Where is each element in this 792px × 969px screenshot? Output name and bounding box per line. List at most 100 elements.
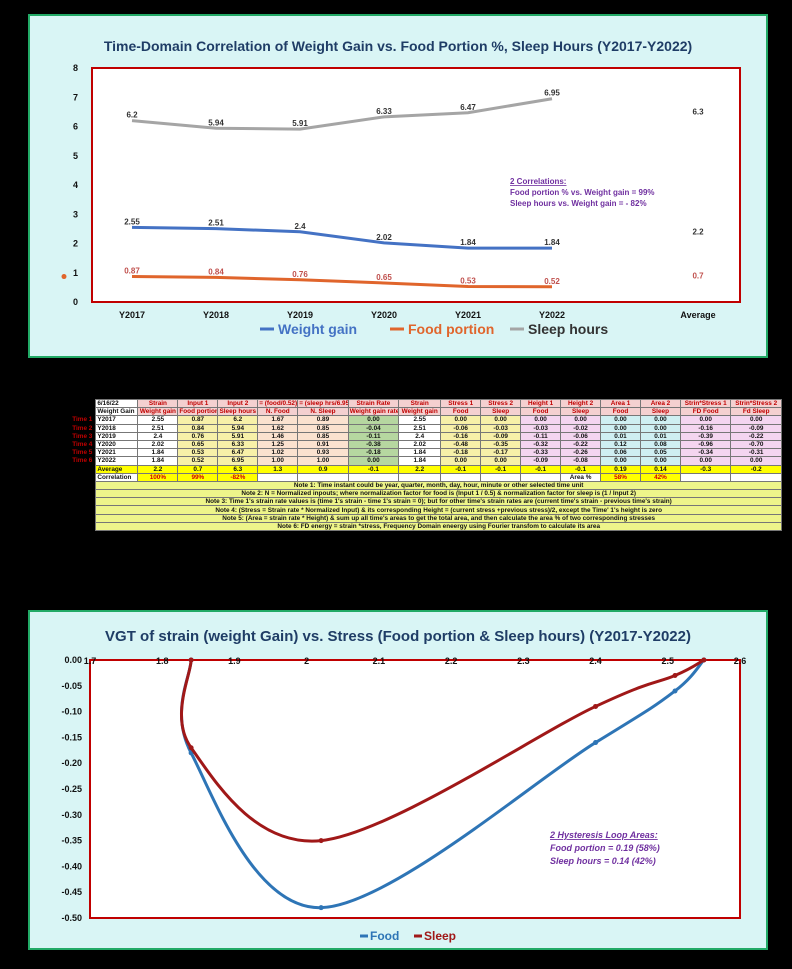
table-cell: 1.25 [257,439,299,450]
table-cell: 2.02 [137,439,179,450]
chart1-title: Time-Domain Correlation of Weight Gain v… [103,38,693,54]
data-table-wrap: 6/16/22 Strain Input 1 Input 2 = (food/0.52)… [58,398,782,532]
time-label: Time 1 [58,415,96,425]
table-cell: Food portion [177,407,219,417]
table-cell: Correlation [95,472,139,482]
table-cell: 0.00 [639,456,681,466]
table-cell [297,472,349,482]
table-cell: 0.00 [347,415,400,425]
table-cell: -0.03 [480,423,522,433]
table-cell: 2.55 [137,415,179,425]
table-cell: Strain Rate [347,398,400,409]
vgt-chart-panel: VGT of strain (weight Gain) vs. Stress (… [28,610,768,950]
y-tick-label: -0.35 [61,836,82,846]
food-marker-dot [61,274,67,280]
legend-label-0: Weight gain [278,321,357,337]
time-label: Time 3 [58,432,96,441]
time-label [58,481,96,490]
time-label [58,522,96,531]
table-cell: 0.7 [177,464,219,474]
table-cell [440,472,482,482]
x-tick-label: 2.6 [734,656,747,666]
legend-label-1: Sleep [424,929,456,943]
table-cell: 6.95 [217,456,259,466]
table-cell: 2.55 [398,415,442,425]
chart2-title: VGT of strain (weight Gain) vs. Stress (… [105,628,691,645]
table-cell: 0.00 [560,415,602,425]
table-cell: 1.00 [257,456,299,466]
data-label: 2.55 [124,217,140,226]
plot-area [91,67,741,303]
table-cell: 0.00 [600,456,641,466]
table-cell: 1.84 [137,456,179,466]
note-row: Note 1: Time instant could be year, quar… [58,480,782,491]
table-cell: Fd Sleep [730,407,782,417]
table-cell: Y2017 [95,415,139,425]
legend-label-0: Food [370,929,399,943]
table-cell: 0.01 [600,431,641,441]
table-cell: Sleep [639,407,681,417]
y-tick-label: -0.20 [61,758,82,768]
table-cell: 0.08 [639,439,681,450]
table-cell: 0.12 [600,439,641,450]
table-cell: 0.06 [600,448,641,458]
table-cell: 0.52 [177,456,219,466]
x-tick-label: Y2022 [539,310,565,320]
time-label: Time 5 [58,448,96,457]
table-row: Time 1 Y2017 2.55 0.87 6.2 1.67 0.89 0.00 2.55 0.… [58,415,782,425]
table-cell [257,472,299,482]
table-cell: FD Food [679,407,732,417]
table-cell: -0.09 [520,456,562,466]
table-cell: -0.06 [440,423,482,433]
x-tick-label: 1.7 [84,656,97,666]
chart1-svg: 0 1 2 3 4 5 6 7 8 Y2017 Y2018 Y2019 Y2020 Y2021 Y2022 A… [61,63,741,337]
table-cell: -0.11 [347,431,400,441]
header-row-1: 6/16/22 Strain Input 1 Input 2 = (food/0.52)… [58,398,782,409]
x-tick-label: Y2018 [203,310,229,320]
table-cell: 6.3 [217,464,259,474]
table-cell: 0.93 [297,448,349,458]
data-label: 0.84 [208,267,224,276]
table-cell: = (sleep hrs/6.95) [297,398,349,409]
y-tick-label: 7 [73,92,78,102]
table-cell: 0.05 [639,448,681,458]
table-cell: 2.02 [398,439,442,450]
data-table: 6/16/22 Strain Input 1 Input 2 = (food/0.52)… [58,398,782,532]
average-label: 6.3 [692,108,704,117]
table-cell: Strin*Stress 1 [679,398,732,409]
table-cell: 0.91 [297,439,349,450]
legend-label-2: Sleep hours [528,321,608,337]
time-label: Time 6 [58,456,96,465]
series-point [593,703,599,709]
table-cell: Food [440,407,482,417]
annotation-line2: Sleep hours = 0.14 (42%) [550,856,656,866]
table-cell: Sleep [560,407,602,417]
x-tick-label: 2.5 [662,656,675,666]
table-cell: 1.02 [257,448,299,458]
y-tick-label: 1 [73,268,78,278]
table-cell: -0.34 [679,448,732,458]
time-label [58,399,96,408]
table-cell [480,472,522,482]
data-label: 2.02 [376,233,392,242]
table-cell: -0.11 [520,431,562,441]
table-cell: Weight Gain [95,407,139,417]
table-cell: 58% [600,472,641,482]
table-cell: 0.00 [347,456,400,466]
y-tick-label: -0.40 [61,861,82,871]
series-point [188,745,194,751]
table-cell: 0.89 [297,415,349,425]
table-cell: 0.9 [297,464,349,474]
time-label [58,473,96,482]
table-cell: 2.51 [137,423,179,433]
time-label: Time 2 [58,424,96,433]
table-cell [730,472,782,482]
data-label: 1.84 [460,238,476,247]
series-line-0 [131,225,552,250]
table-row: Time 3 Y2019 2.4 0.76 5.91 1.46 0.85 -0.11 2.4 -0… [58,431,782,441]
table-cell: -0.08 [560,456,602,466]
table-cell: 5.94 [217,423,259,433]
x-tick-label: 2 [304,656,309,666]
table-cell: 1.46 [257,431,299,441]
table-cell: 0.00 [639,415,681,425]
